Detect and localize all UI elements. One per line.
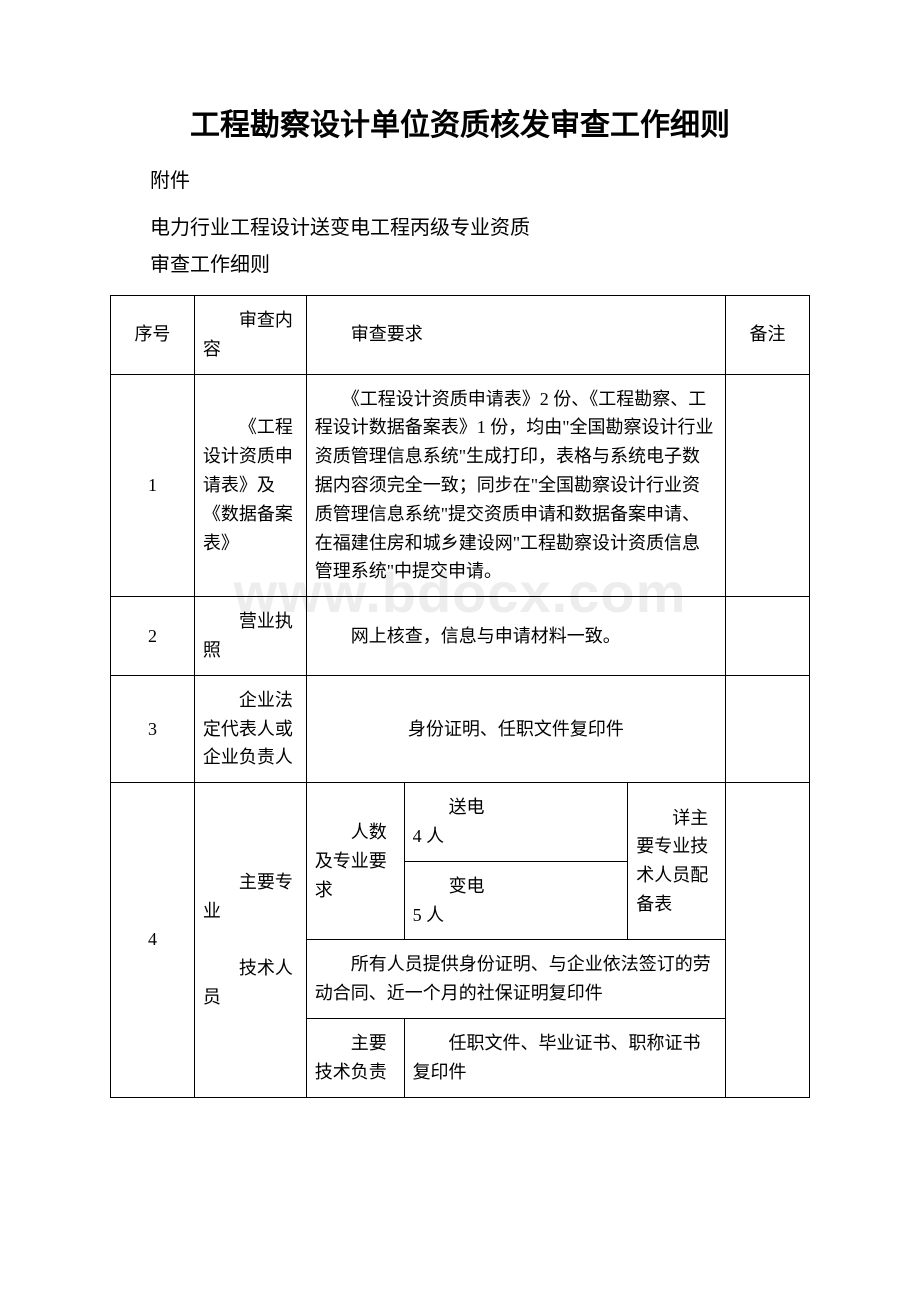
cell-content: 营业执照 [194,597,306,676]
cell-content: 《工程设计资质申请表》及《数据备案表》 [194,374,306,597]
cell-num: 1 [111,374,195,597]
table-header-row: 序号 审查内容 审查要求 备注 [111,296,810,375]
cell-content-line1: 主要专业 [203,872,293,921]
cell-note [726,597,810,676]
cell-sub1-item: 变电 5 人 [404,861,628,940]
cell-content: 企业法定代表人或企业负责人 [194,675,306,782]
col-header-req: 审查要求 [306,296,725,375]
cell-sub1-cat: 送电 [413,793,620,822]
table-row: 1 《工程设计资质申请表》及《数据备案表》 《工程设计资质申请表》2 份、《工程… [111,374,810,597]
desc-line-2: 审查工作细则 [110,248,810,277]
cell-num: 2 [111,597,195,676]
table-row: 2 营业执照 网上核查，信息与申请材料一致。 [111,597,810,676]
cell-sub1-item: 送电 4 人 [404,783,628,862]
review-table: 序号 审查内容 审查要求 备注 1 《工程设计资质申请表》及《数据备案表》 《工… [110,295,810,1098]
cell-sub1-cat: 变电 [413,872,620,901]
cell-sub1-val: 5 人 [413,905,445,925]
cell-content: 主要专业 技术人员 [194,783,306,1097]
desc-line-1: 电力行业工程设计送变电工程丙级专业资质 [110,211,810,240]
cell-sub3-label: 主要技术负责 [306,1018,404,1097]
cell-sub3-text: 任职文件、毕业证书、职称证书复印件 [404,1018,726,1097]
cell-note [726,675,810,782]
page-title: 工程勘察设计单位资质核发审查工作细则 [110,100,810,144]
col-header-num: 序号 [111,296,195,375]
cell-sub1-note: 详主要专业技术人员配备表 [628,783,726,940]
table-row: 3 企业法定代表人或企业负责人 身份证明、任职文件复印件 [111,675,810,782]
cell-note [726,374,810,597]
cell-req: 《工程设计资质申请表》2 份、《工程勘察、工程设计数据备案表》1 份，均由"全国… [306,374,725,597]
col-header-note: 备注 [726,296,810,375]
subtitle: 附件 [110,164,810,193]
cell-num: 4 [111,783,195,1097]
cell-num: 3 [111,675,195,782]
cell-req: 身份证明、任职文件复印件 [306,675,725,782]
table-row: 4 主要专业 技术人员 人数及专业要求 送电 4 人 详主要专业技术人员配备表 [111,783,810,862]
cell-note [726,783,810,1097]
cell-sub2: 所有人员提供身份证明、与企业依法签订的劳动合同、近一个月的社保证明复印件 [306,940,725,1019]
col-header-content: 审查内容 [194,296,306,375]
cell-req: 网上核查，信息与申请材料一致。 [306,597,725,676]
cell-sub1-val: 4 人 [413,826,445,846]
cell-content-line2: 技术人员 [203,954,298,1012]
cell-sub1-label: 人数及专业要求 [306,783,404,940]
